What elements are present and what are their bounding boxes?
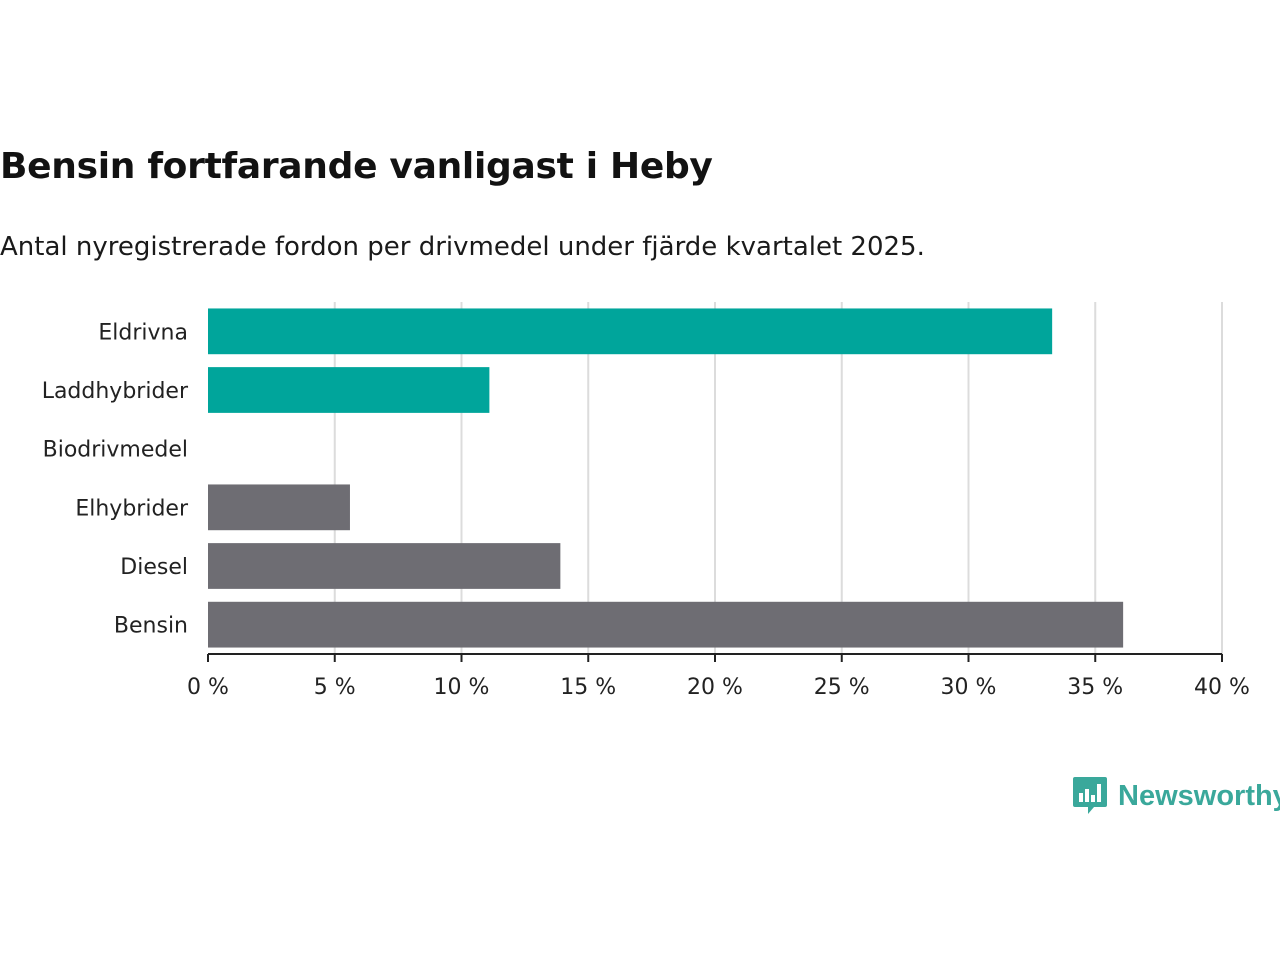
gridlines bbox=[333, 302, 1223, 654]
newsworthy-logo: Newsworthy bbox=[1072, 776, 1280, 816]
x-tick-label: 10 % bbox=[434, 675, 490, 700]
category-labels: Eldrivna Laddhybrider Biodrivmedel Elhybrid… bbox=[42, 320, 189, 638]
x-tick-label: 40 % bbox=[1194, 675, 1250, 700]
x-tick-label: 25 % bbox=[814, 675, 870, 700]
x-tick-label: 15 % bbox=[560, 675, 616, 700]
category-label: Eldrivna bbox=[98, 320, 188, 345]
x-tick-label: 35 % bbox=[1067, 675, 1123, 700]
bars bbox=[208, 308, 1124, 648]
chart-title: Bensin fortfarande vanligast i Heby bbox=[0, 146, 713, 187]
newsworthy-wordmark: Newsworthy bbox=[1118, 779, 1280, 812]
bar-bensin bbox=[208, 601, 1124, 648]
bar-eldrivna bbox=[208, 308, 1053, 355]
x-tick-label: 20 % bbox=[687, 675, 743, 700]
category-label: Bensin bbox=[114, 614, 188, 639]
bar-diesel bbox=[208, 543, 561, 589]
x-tick-label: 30 % bbox=[941, 675, 997, 700]
category-label: Biodrivmedel bbox=[43, 438, 188, 463]
bar-laddhybrider bbox=[208, 367, 490, 413]
x-tick-label: 5 % bbox=[314, 675, 356, 700]
x-tick-label: 0 % bbox=[187, 675, 229, 700]
category-label: Laddhybrider bbox=[42, 379, 189, 404]
chart-subtitle: Antal nyregistrerade fordon per drivmede… bbox=[0, 232, 925, 262]
x-axis: 0 % 5 % 10 % 15 % 20 % 25 % 30 % 35 % 40 % bbox=[187, 653, 1250, 700]
newsworthy-bar-chart-icon bbox=[1073, 777, 1107, 814]
category-label: Elhybrider bbox=[75, 496, 189, 521]
bar-elhybrider bbox=[208, 484, 350, 531]
category-label: Diesel bbox=[120, 555, 188, 580]
